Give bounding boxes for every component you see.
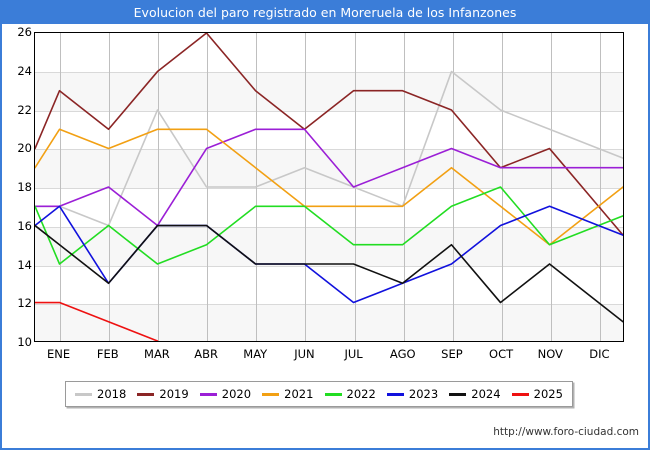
legend-label: 2023 — [408, 387, 439, 401]
plot-area — [34, 32, 624, 342]
series-line-2023 — [35, 206, 623, 302]
x-axis-tick-label: SEP — [441, 347, 463, 361]
y-axis-tick-label: 24 — [17, 63, 32, 78]
legend-label: 2020 — [221, 387, 252, 401]
legend-swatch-icon — [199, 392, 217, 396]
series-line-2020 — [35, 129, 623, 225]
gridline-vertical — [551, 33, 552, 341]
gridline-vertical — [158, 33, 159, 341]
legend-label: 2024 — [471, 387, 501, 401]
gridline-horizontal — [35, 266, 623, 267]
x-axis-tick-label: MAY — [243, 347, 268, 361]
gridline-horizontal — [35, 111, 623, 112]
series-line-2024 — [35, 226, 623, 322]
gridline-vertical — [453, 33, 454, 341]
source-url: http://www.foro-ciudad.com — [493, 426, 639, 438]
gridline-horizontal — [35, 227, 623, 228]
chart-legend: 2018 2019 2020 2021 2022 2023 2024 2025 — [65, 381, 573, 407]
legend-swatch-icon — [137, 392, 155, 396]
series-line-2022 — [35, 187, 623, 264]
legend-item-2024[interactable]: 2024 — [449, 387, 501, 401]
legend-label: 2021 — [284, 387, 314, 401]
legend-item-2025[interactable]: 2025 — [511, 387, 563, 401]
y-axis-tick-label: 26 — [17, 25, 32, 39]
series-line-2018 — [35, 72, 623, 226]
y-axis-tick-label: 16 — [17, 218, 32, 233]
legend-label: 2018 — [97, 387, 127, 401]
plot-band — [35, 71, 623, 111]
legend-item-2018[interactable]: 2018 — [75, 387, 126, 401]
plot-band — [35, 226, 623, 266]
series-line-2021 — [35, 129, 623, 244]
legend-item-2023[interactable]: 2023 — [386, 387, 439, 401]
legend-swatch-icon — [324, 392, 342, 396]
legend-item-2022[interactable]: 2022 — [324, 387, 376, 401]
y-axis-tick-label: 10 — [17, 335, 32, 349]
gridline-horizontal — [35, 149, 623, 150]
gridline-vertical — [600, 33, 601, 341]
y-axis-tick-label: 14 — [17, 257, 32, 272]
legend-swatch-icon — [262, 392, 280, 396]
series-line-2025 — [35, 303, 157, 341]
gridline-vertical — [502, 33, 503, 341]
legend-item-2019[interactable]: 2019 — [137, 387, 189, 401]
y-axis-tick-label: 20 — [17, 141, 32, 156]
y-axis-tick-label: 22 — [17, 102, 32, 117]
gridline-vertical — [305, 33, 306, 341]
x-axis-tick-label: NOV — [537, 347, 563, 361]
x-axis-tick-label: MAR — [144, 347, 170, 361]
x-axis-tick-label: JUL — [344, 347, 363, 361]
legend-swatch-icon — [386, 392, 404, 396]
gridline-vertical — [60, 33, 61, 341]
legend-label: 2019 — [159, 387, 189, 401]
y-axis-tick-label: 18 — [17, 180, 32, 194]
gridline-horizontal — [35, 188, 623, 189]
legend-item-2021[interactable]: 2021 — [262, 387, 313, 401]
legend-swatch-icon — [449, 392, 467, 396]
x-axis-tick-label: OCT — [489, 347, 514, 361]
legend-item-2020[interactable]: 2020 — [199, 387, 252, 401]
x-axis-tick-label: FEB — [96, 347, 119, 361]
y-axis: 10 12 14 16 18 20 22 24 26 — [2, 26, 32, 348]
legend-label: 2022 — [346, 387, 376, 401]
x-axis-tick-label: ABR — [194, 347, 218, 361]
legend-swatch-icon — [511, 392, 529, 396]
legend-label: 2025 — [533, 387, 563, 401]
x-axis-tick-label: DIC — [589, 347, 610, 361]
gridline-horizontal — [35, 72, 623, 73]
gridline-horizontal — [35, 304, 623, 305]
window-title: Evolucion del paro registrado en Morerue… — [2, 2, 648, 24]
gridline-vertical — [404, 33, 405, 341]
x-axis-tick-label: JUN — [294, 347, 315, 361]
x-axis-tick-label: ENE — [47, 347, 71, 361]
y-axis-tick-label: 12 — [17, 296, 32, 311]
plot-band — [35, 304, 623, 341]
chart-lines — [35, 33, 623, 341]
chart-area: 10 12 14 16 18 20 22 24 26 ENE FEB MAR ABR MAY JUN JUL… — [2, 24, 648, 424]
legend-swatch-icon — [75, 392, 92, 396]
x-axis-tick-label: AGO — [389, 347, 416, 361]
x-axis: ENE FEB MAR ABR MAY JUN JUL AGO SEP OCT NOV DIC — [34, 344, 624, 366]
series-line-2019 — [35, 33, 623, 235]
